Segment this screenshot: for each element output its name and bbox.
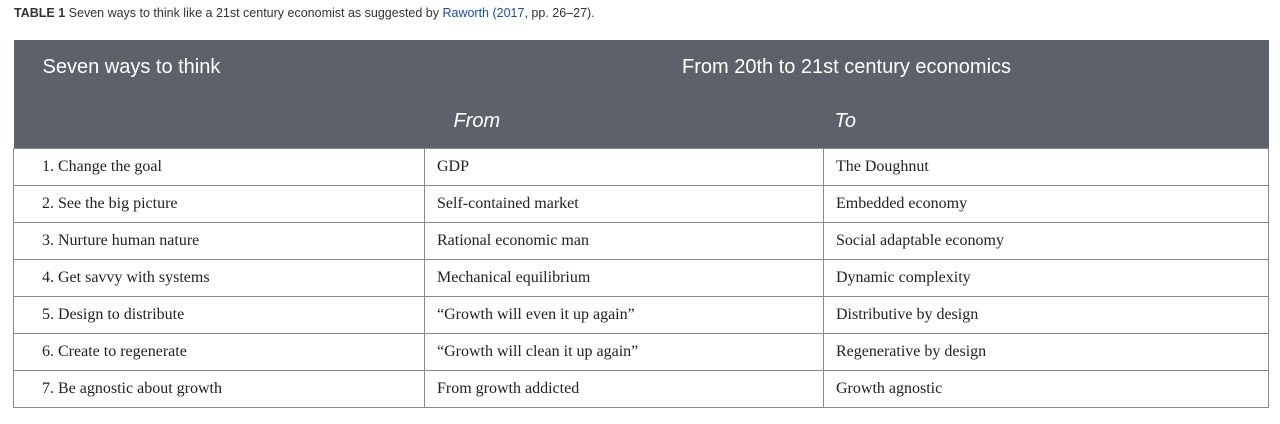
table-row: 1. Change the goal GDP The Doughnut	[13, 148, 1270, 186]
header-blank	[13, 94, 425, 149]
cell-way: 2. See the big picture	[13, 185, 425, 223]
table-row: 6. Create to regenerate “Growth will cle…	[13, 333, 1270, 371]
table-row: 5. Design to distribute “Growth will eve…	[13, 296, 1270, 334]
cell-from: Self-contained market	[424, 185, 824, 223]
cell-from: Mechanical equilibrium	[424, 259, 824, 297]
cell-from: From growth addicted	[424, 370, 824, 408]
table-body: 1. Change the goal GDP The Doughnut 2. S…	[13, 148, 1270, 408]
table-label: TABLE 1	[14, 6, 66, 20]
header-century-span: From 20th to 21st century economics	[424, 40, 1269, 94]
caption-text: Seven ways to think like a 21st century …	[68, 6, 443, 20]
header-to: To	[823, 94, 1269, 149]
cell-way: 1. Change the goal	[13, 148, 425, 186]
citation-link[interactable]: Raworth (2017	[442, 6, 525, 20]
cell-way: 7. Be agnostic about growth	[13, 370, 425, 408]
cell-from: “Growth will clean it up again”	[424, 333, 824, 371]
table-row: 7. Be agnostic about growth From growth …	[13, 370, 1270, 408]
cell-from: GDP	[424, 148, 824, 186]
cell-to: Regenerative by design	[822, 333, 1270, 371]
cell-to: Embedded economy	[822, 185, 1270, 223]
cell-to: Dynamic complexity	[822, 259, 1270, 297]
caption-pages: , pp. 26–27).	[524, 6, 595, 20]
table-row: 3. Nurture human nature Rational economi…	[13, 222, 1270, 260]
cell-from: Rational economic man	[424, 222, 824, 260]
cell-way: 4. Get savvy with systems	[13, 259, 425, 297]
cell-from: “Growth will even it up again”	[424, 296, 824, 334]
table-row: 4. Get savvy with systems Mechanical equ…	[13, 259, 1270, 297]
table-row: 2. See the big picture Self-contained ma…	[13, 185, 1270, 223]
cell-to: Social adaptable economy	[822, 222, 1270, 260]
header-seven-ways: Seven ways to think	[13, 40, 425, 94]
economics-table: Seven ways to think From 20th to 21st ce…	[13, 40, 1270, 408]
cell-way: 3. Nurture human nature	[13, 222, 425, 260]
cell-way: 6. Create to regenerate	[13, 333, 425, 371]
table-header: Seven ways to think From 20th to 21st ce…	[13, 40, 1269, 149]
cell-to: Growth agnostic	[822, 370, 1270, 408]
cell-to: Distributive by design	[822, 296, 1270, 334]
header-from: From	[424, 94, 824, 149]
table-caption: TABLE 1 Seven ways to think like a 21st …	[14, 6, 595, 20]
cell-to: The Doughnut	[822, 148, 1270, 186]
cell-way: 5. Design to distribute	[13, 296, 425, 334]
